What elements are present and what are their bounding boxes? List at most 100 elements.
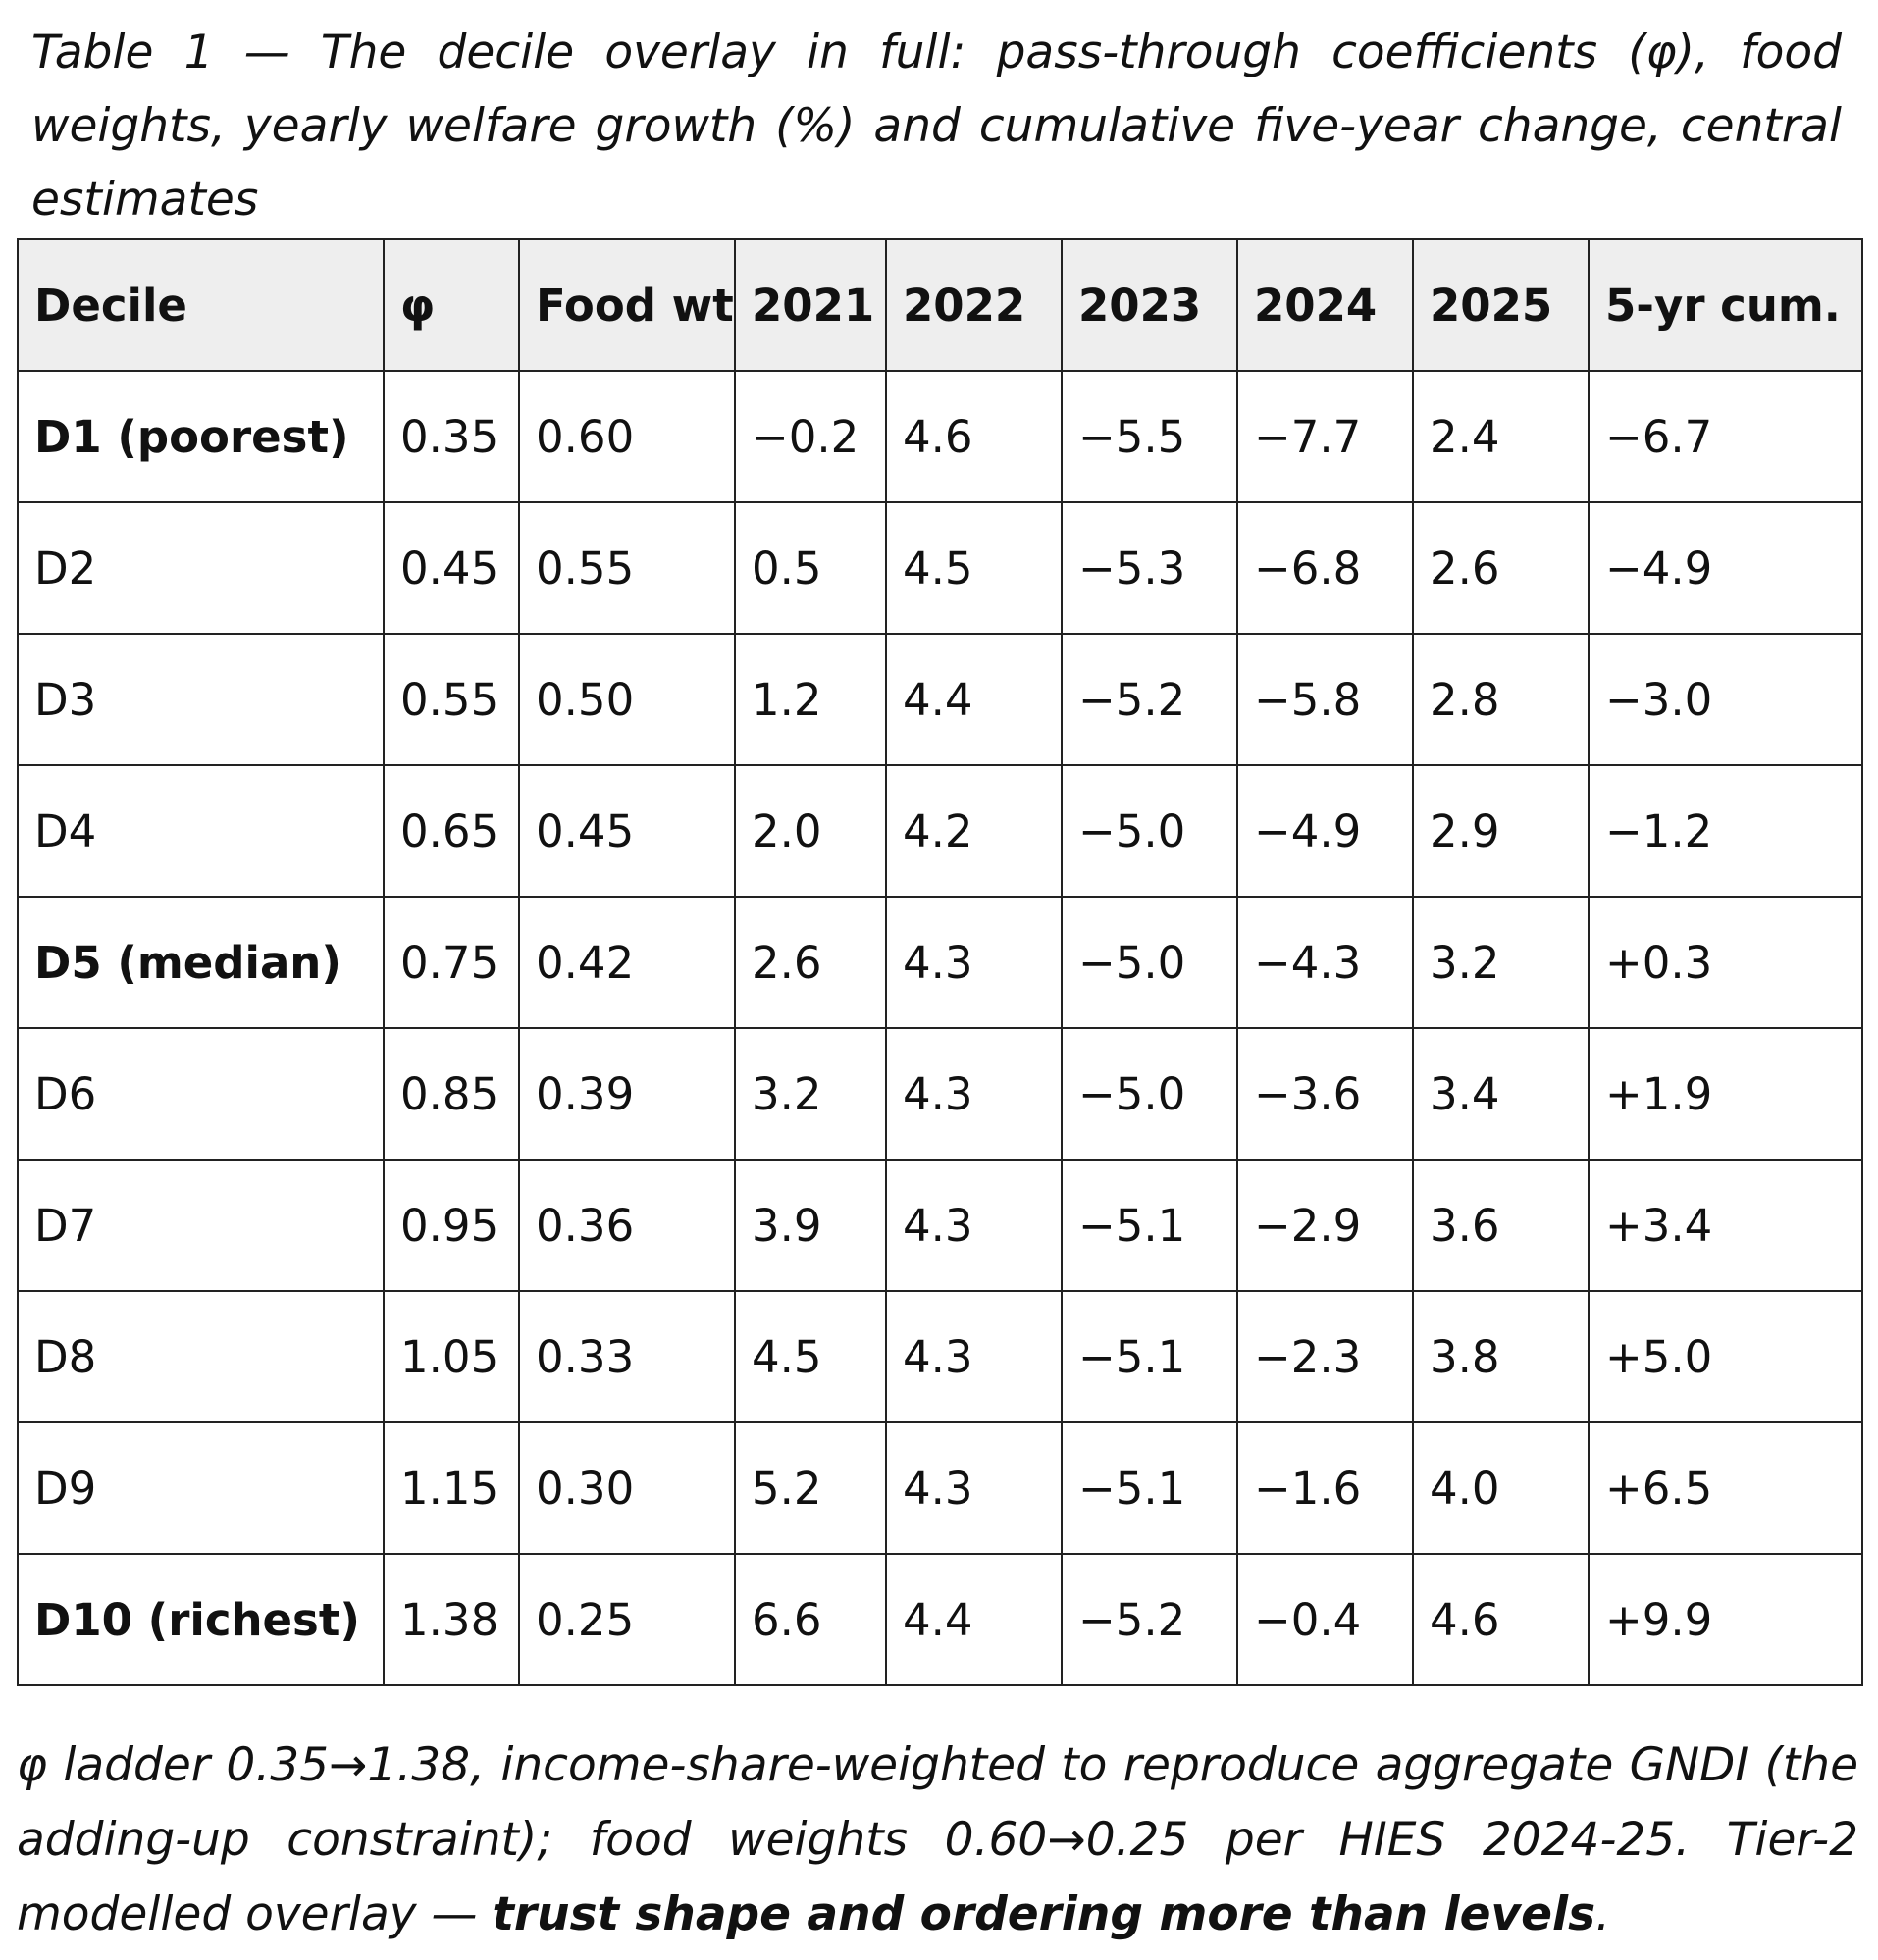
cell-2024: −3.6: [1236, 1027, 1414, 1161]
table-row: D1 (poorest) 0.35 0.60 −0.2 4.6 −5.5 −7.7 2.4 −6…: [17, 370, 1863, 503]
cell-5yr-cum: −1.2: [1588, 764, 1863, 898]
cell-2024: −6.8: [1236, 501, 1414, 635]
cell-2024: −5.8: [1236, 633, 1414, 766]
cell-2022: 4.3: [885, 1421, 1063, 1555]
cell-2025: 4.0: [1412, 1421, 1590, 1555]
cell-2024: −1.6: [1236, 1421, 1414, 1555]
cell-2024: −4.9: [1236, 764, 1414, 898]
cell-2024: −2.3: [1236, 1290, 1414, 1423]
cell-decile: D6: [17, 1027, 385, 1161]
cell-2023: −5.0: [1061, 764, 1238, 898]
header-2024: 2024: [1236, 238, 1414, 372]
header-5yr-cum: 5-yr cum.: [1588, 238, 1863, 372]
cell-2023: −5.1: [1061, 1421, 1238, 1555]
cell-2022: 4.3: [885, 1159, 1063, 1292]
cell-2025: 3.2: [1412, 896, 1590, 1029]
cell-decile: D7: [17, 1159, 385, 1292]
cell-2022: 4.5: [885, 501, 1063, 635]
cell-decile: D10 (richest): [17, 1553, 385, 1686]
cell-2024: −7.7: [1236, 370, 1414, 503]
cell-food-weight: 0.25: [518, 1553, 736, 1686]
cell-2023: −5.2: [1061, 633, 1238, 766]
cell-2023: −5.5: [1061, 370, 1238, 503]
cell-2025: 4.6: [1412, 1553, 1590, 1686]
cell-2022: 4.6: [885, 370, 1063, 503]
header-2022: 2022: [885, 238, 1063, 372]
cell-5yr-cum: +5.0: [1588, 1290, 1863, 1423]
note-emphasis: trust shape and ordering more than level…: [492, 1887, 1596, 1941]
cell-5yr-cum: +9.9: [1588, 1553, 1863, 1686]
header-phi: φ: [383, 238, 520, 372]
cell-phi: 0.85: [383, 1027, 520, 1161]
note-text: φ ladder 0.35→1.38, income-share-weighte…: [17, 1738, 1858, 1941]
cell-2022: 4.3: [885, 896, 1063, 1029]
cell-2021: 4.5: [734, 1290, 887, 1423]
table-row: D6 0.85 0.39 3.2 4.3 −5.0 −3.6 3.4 +1.9: [17, 1027, 1863, 1161]
cell-decile: D2: [17, 501, 385, 635]
cell-food-weight: 0.30: [518, 1421, 736, 1555]
table-row: D9 1.15 0.30 5.2 4.3 −5.1 −1.6 4.0 +6.5: [17, 1421, 1863, 1555]
header-row: Decile φ Food wt 2021 2022 2023 2024 202…: [17, 238, 1863, 372]
cell-2023: −5.1: [1061, 1290, 1238, 1423]
cell-food-weight: 0.50: [518, 633, 736, 766]
decile-table: Decile φ Food wt 2021 2022 2023 2024 202…: [17, 238, 1863, 1686]
cell-phi: 1.38: [383, 1553, 520, 1686]
cell-2024: −0.4: [1236, 1553, 1414, 1686]
table-note: φ ladder 0.35→1.38, income-share-weighte…: [17, 1728, 1858, 1952]
table-row: D7 0.95 0.36 3.9 4.3 −5.1 −2.9 3.6 +3.4: [17, 1159, 1863, 1292]
cell-food-weight: 0.60: [518, 370, 736, 503]
cell-phi: 1.05: [383, 1290, 520, 1423]
header-2023: 2023: [1061, 238, 1238, 372]
cell-2025: 3.4: [1412, 1027, 1590, 1161]
cell-5yr-cum: +6.5: [1588, 1421, 1863, 1555]
cell-phi: 0.55: [383, 633, 520, 766]
cell-2022: 4.4: [885, 633, 1063, 766]
header-decile: Decile: [17, 238, 385, 372]
cell-decile: D4: [17, 764, 385, 898]
cell-5yr-cum: −6.7: [1588, 370, 1863, 503]
cell-2021: 6.6: [734, 1553, 887, 1686]
note-end: .: [1595, 1887, 1611, 1941]
cell-2024: −2.9: [1236, 1159, 1414, 1292]
cell-2022: 4.3: [885, 1027, 1063, 1161]
cell-2021: 0.5: [734, 501, 887, 635]
header-food-weight: Food wt: [518, 238, 736, 372]
cell-2023: −5.1: [1061, 1159, 1238, 1292]
cell-phi: 0.45: [383, 501, 520, 635]
cell-food-weight: 0.42: [518, 896, 736, 1029]
cell-5yr-cum: −3.0: [1588, 633, 1863, 766]
cell-2025: 2.6: [1412, 501, 1590, 635]
cell-2021: 2.6: [734, 896, 887, 1029]
cell-2023: −5.0: [1061, 1027, 1238, 1161]
cell-2025: 3.6: [1412, 1159, 1590, 1292]
cell-2021: 5.2: [734, 1421, 887, 1555]
cell-phi: 0.95: [383, 1159, 520, 1292]
cell-5yr-cum: +0.3: [1588, 896, 1863, 1029]
cell-2025: 2.8: [1412, 633, 1590, 766]
cell-food-weight: 0.45: [518, 764, 736, 898]
cell-decile: D9: [17, 1421, 385, 1555]
table-row: D2 0.45 0.55 0.5 4.5 −5.3 −6.8 2.6 −4.9: [17, 501, 1863, 635]
cell-2023: −5.3: [1061, 501, 1238, 635]
table-row: D3 0.55 0.50 1.2 4.4 −5.2 −5.8 2.8 −3.0: [17, 633, 1863, 766]
cell-2025: 2.4: [1412, 370, 1590, 503]
cell-2024: −4.3: [1236, 896, 1414, 1029]
cell-food-weight: 0.36: [518, 1159, 736, 1292]
header-2025: 2025: [1412, 238, 1590, 372]
cell-5yr-cum: −4.9: [1588, 501, 1863, 635]
cell-food-weight: 0.33: [518, 1290, 736, 1423]
cell-5yr-cum: +1.9: [1588, 1027, 1863, 1161]
cell-2025: 3.8: [1412, 1290, 1590, 1423]
cell-phi: 0.75: [383, 896, 520, 1029]
table-row: D4 0.65 0.45 2.0 4.2 −5.0 −4.9 2.9 −1.2: [17, 764, 1863, 898]
cell-food-weight: 0.39: [518, 1027, 736, 1161]
cell-2022: 4.3: [885, 1290, 1063, 1423]
table-row: D8 1.05 0.33 4.5 4.3 −5.1 −2.3 3.8 +5.0: [17, 1290, 1863, 1423]
cell-2023: −5.0: [1061, 896, 1238, 1029]
table-row: D5 (median) 0.75 0.42 2.6 4.3 −5.0 −4.3 3.2 +0.3: [17, 896, 1863, 1029]
cell-food-weight: 0.55: [518, 501, 736, 635]
cell-2021: 1.2: [734, 633, 887, 766]
cell-2022: 4.4: [885, 1553, 1063, 1686]
cell-phi: 0.35: [383, 370, 520, 503]
cell-2021: 3.2: [734, 1027, 887, 1161]
